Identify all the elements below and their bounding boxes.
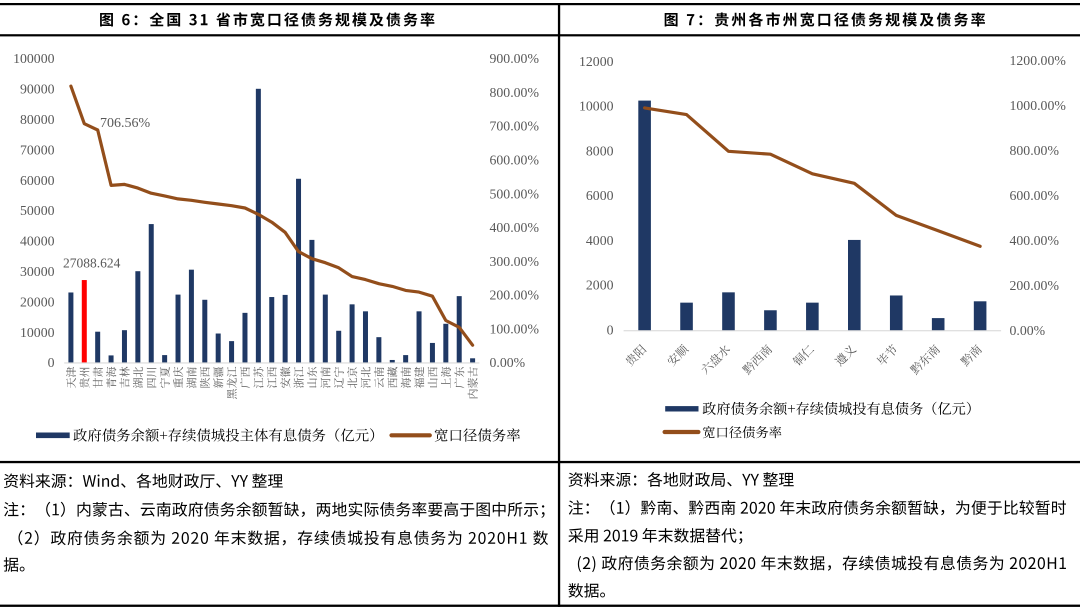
- svg-text:1000.00%: 1000.00%: [1010, 98, 1067, 113]
- svg-text:0.00%: 0.00%: [490, 355, 526, 370]
- svg-text:0.00%: 0.00%: [1010, 323, 1046, 338]
- svg-text:0: 0: [607, 322, 614, 337]
- svg-text:8000: 8000: [586, 143, 614, 158]
- svg-text:900.00%: 900.00%: [490, 51, 540, 66]
- svg-text:40000: 40000: [20, 234, 55, 249]
- svg-text:10000: 10000: [579, 99, 614, 114]
- svg-text:700.00%: 700.00%: [490, 119, 540, 134]
- svg-text:80000: 80000: [20, 112, 55, 127]
- svg-text:70000: 70000: [20, 142, 55, 157]
- svg-text:400.00%: 400.00%: [490, 220, 540, 235]
- svg-text:30000: 30000: [20, 264, 55, 279]
- svg-text:27088.624: 27088.624: [63, 256, 121, 271]
- svg-text:800.00%: 800.00%: [1010, 143, 1060, 158]
- svg-text:2000: 2000: [586, 278, 614, 293]
- svg-text:1200.00%: 1200.00%: [1010, 53, 1067, 68]
- svg-text:800.00%: 800.00%: [490, 85, 540, 100]
- svg-text:60000: 60000: [20, 173, 55, 188]
- svg-text:50000: 50000: [20, 203, 55, 218]
- svg-text:0: 0: [48, 355, 55, 370]
- svg-text:200.00%: 200.00%: [490, 288, 540, 303]
- svg-text:6000: 6000: [586, 188, 614, 203]
- svg-text:600.00%: 600.00%: [1010, 188, 1060, 203]
- svg-text:400.00%: 400.00%: [1010, 233, 1060, 248]
- svg-text:300.00%: 300.00%: [490, 254, 540, 269]
- svg-text:10000: 10000: [20, 325, 55, 340]
- svg-text:600.00%: 600.00%: [490, 153, 540, 168]
- svg-text:706.56%: 706.56%: [100, 116, 151, 131]
- svg-text:200.00%: 200.00%: [1010, 278, 1060, 293]
- svg-text:500.00%: 500.00%: [490, 186, 540, 201]
- svg-text:12000: 12000: [579, 54, 614, 69]
- svg-text:4000: 4000: [586, 233, 614, 248]
- svg-text:20000: 20000: [20, 294, 55, 309]
- svg-text:100.00%: 100.00%: [490, 321, 540, 336]
- svg-text:90000: 90000: [20, 82, 55, 97]
- svg-text:100000: 100000: [13, 51, 54, 66]
